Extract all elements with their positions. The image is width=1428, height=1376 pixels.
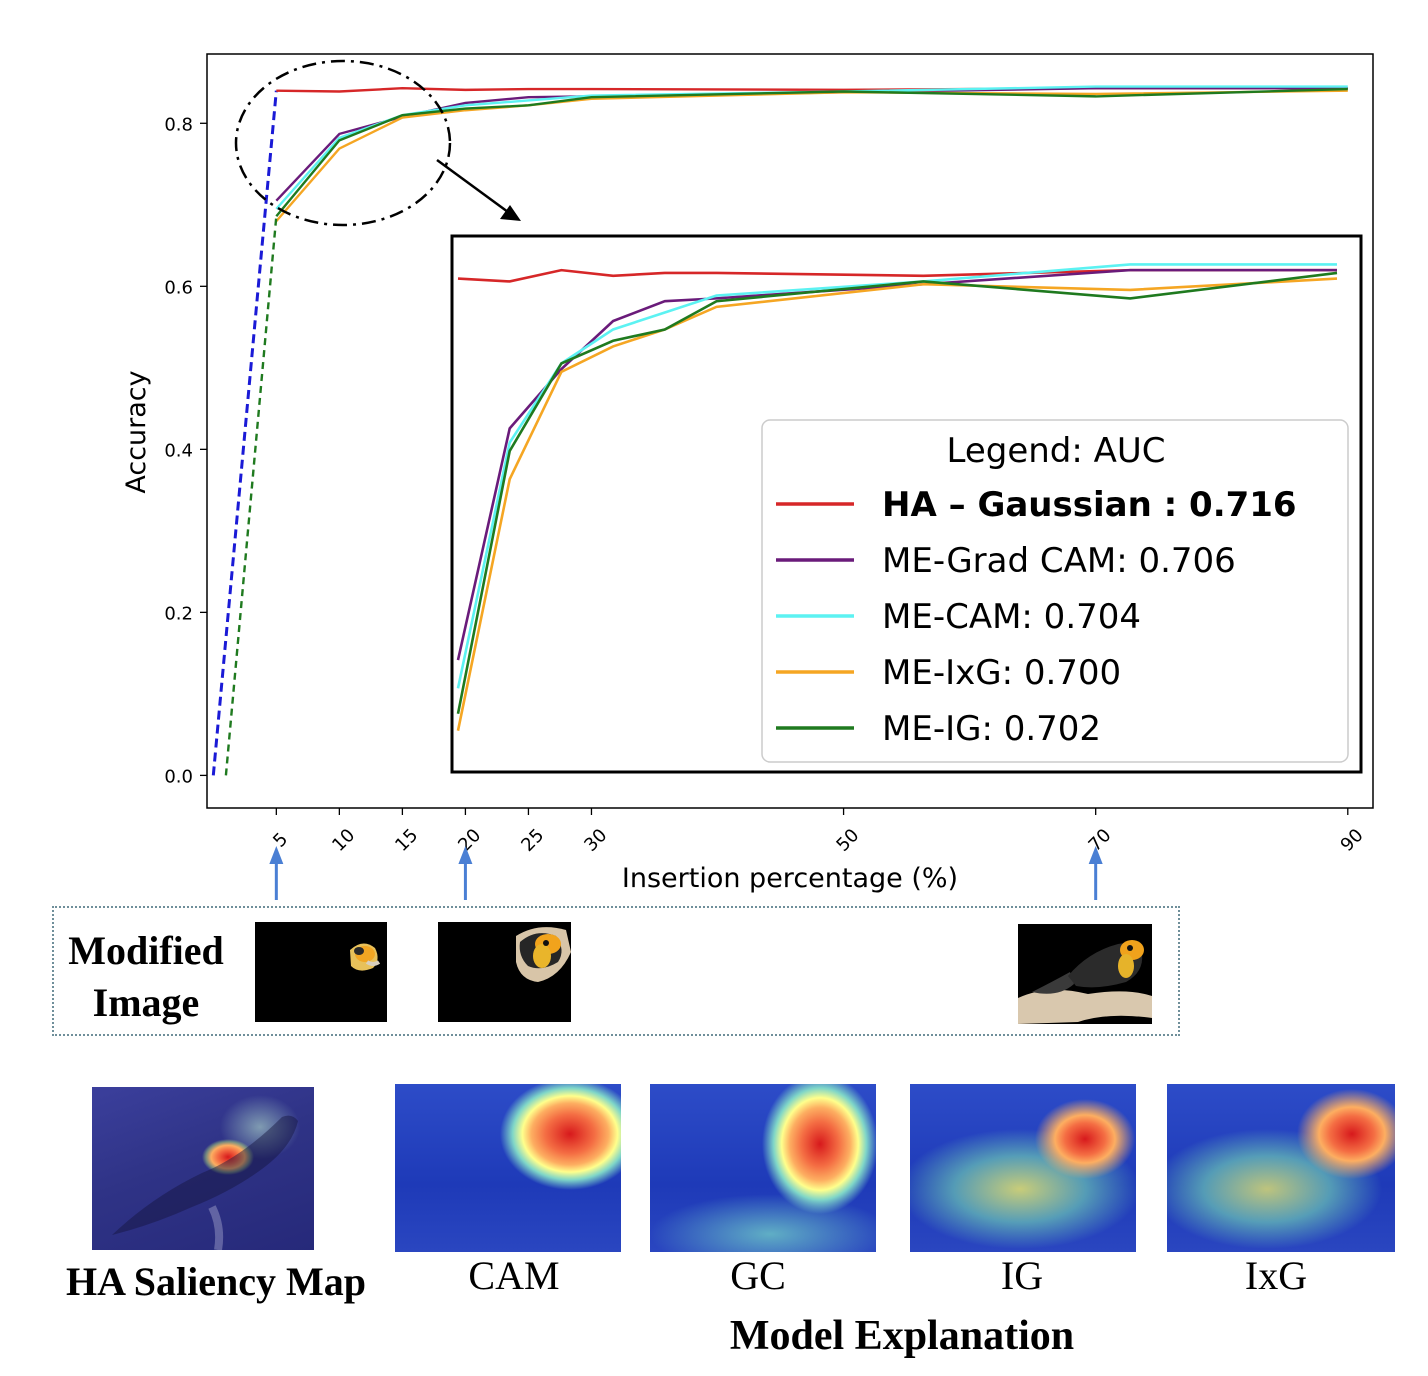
x-tick-label: 90 [1337, 825, 1368, 856]
ixg-saliency-map [1167, 1084, 1395, 1252]
legend-title: Legend: AUC [946, 431, 1165, 471]
legend-entry: ME-Grad CAM: 0.706 [882, 541, 1236, 581]
inset-series-line-0 [457, 268, 1337, 283]
ig-label: IG [1000, 1253, 1044, 1298]
baseline-line [211, 90, 278, 776]
inset-series-line-1 [456, 268, 1337, 661]
x-tick-label: 50 [832, 825, 863, 856]
plot-frame [206, 53, 1374, 809]
accuracy-chart: 0.0 0.2 0.4 0.6 0.8 5 10 15 20 25 30 50 70 90 Legend:… [121, 53, 1374, 900]
zoom-arrow-line [436, 158, 509, 214]
legend: Legend: AUC HA – Gaussian : 0.716 ME-Grad … [761, 419, 1349, 763]
x-tick-label: 70 [1085, 825, 1116, 856]
ha-saliency-map [92, 1087, 314, 1250]
series-line-2 [275, 85, 1348, 210]
modified-image-70pct [1018, 924, 1152, 1024]
inset-series-line-2 [456, 263, 1337, 689]
gc-label: GC [730, 1253, 786, 1298]
cam-label: CAM [468, 1253, 560, 1298]
cam-saliency-map [395, 1084, 621, 1252]
bird-silhouette-icon [112, 1115, 298, 1250]
modified-image-label-line1: Modified [68, 928, 224, 973]
legend-box [761, 419, 1349, 763]
inset-series-line-4 [456, 271, 1338, 714]
x-tick-label: 20 [454, 825, 485, 856]
y-tick-label: 0.2 [164, 603, 193, 624]
legend-entry: HA – Gaussian : 0.716 [882, 485, 1297, 525]
ig-drop-line [224, 216, 278, 776]
model-explanation-label: Model Explanation [729, 1313, 1075, 1359]
gc-saliency-map [650, 1084, 876, 1252]
legend-entry: ME-CAM: 0.704 [882, 597, 1141, 637]
modified-image-label: Modified Image [56, 925, 236, 1029]
ha-saliency-map-label: HA Saliency Map [65, 1259, 367, 1304]
zoom-arrowhead [500, 205, 521, 221]
y-tick-label: 0.6 [164, 277, 193, 298]
series-line-1 [275, 87, 1348, 202]
ig-saliency-map [910, 1084, 1136, 1252]
y-tick-label: 0.8 [164, 114, 193, 135]
tick-arrowhead [458, 846, 473, 864]
zoom-callout [234, 59, 521, 227]
x-tick-label: 15 [391, 825, 422, 856]
modified-image-frame [52, 906, 1180, 1036]
series-line-4 [275, 87, 1348, 217]
x-tick-label: 10 [328, 825, 359, 856]
tick-arrowhead [1088, 846, 1103, 864]
y-tick-label: 0.0 [164, 766, 193, 787]
tick-arrowhead [269, 846, 284, 864]
bird-upper-icon [516, 927, 571, 982]
modified-image-20pct [438, 922, 571, 1022]
y-axis-label: Accuracy [121, 370, 152, 493]
ixg-label: IxG [1244, 1253, 1308, 1298]
legend-entry: ME-IxG: 0.700 [882, 653, 1121, 693]
main-plot: 0.0 0.2 0.4 0.6 0.8 5 10 15 20 25 30 50 70 90 [164, 53, 1374, 856]
x-tick-label: 25 [517, 825, 548, 856]
modified-image-label-line2: Image [92, 980, 200, 1025]
bird-head-icon [350, 943, 381, 971]
modified-image-5pct [255, 922, 387, 1022]
x-axis-label: Insertion percentage (%) [622, 863, 958, 894]
zoom-ellipse [234, 59, 452, 227]
legend-entry: ME-IG: 0.702 [882, 709, 1101, 749]
bird-full-icon [1018, 940, 1152, 1024]
x-tick-label: 5 [269, 829, 292, 852]
y-tick-label: 0.4 [164, 440, 193, 461]
x-tick-label: 30 [580, 825, 611, 856]
